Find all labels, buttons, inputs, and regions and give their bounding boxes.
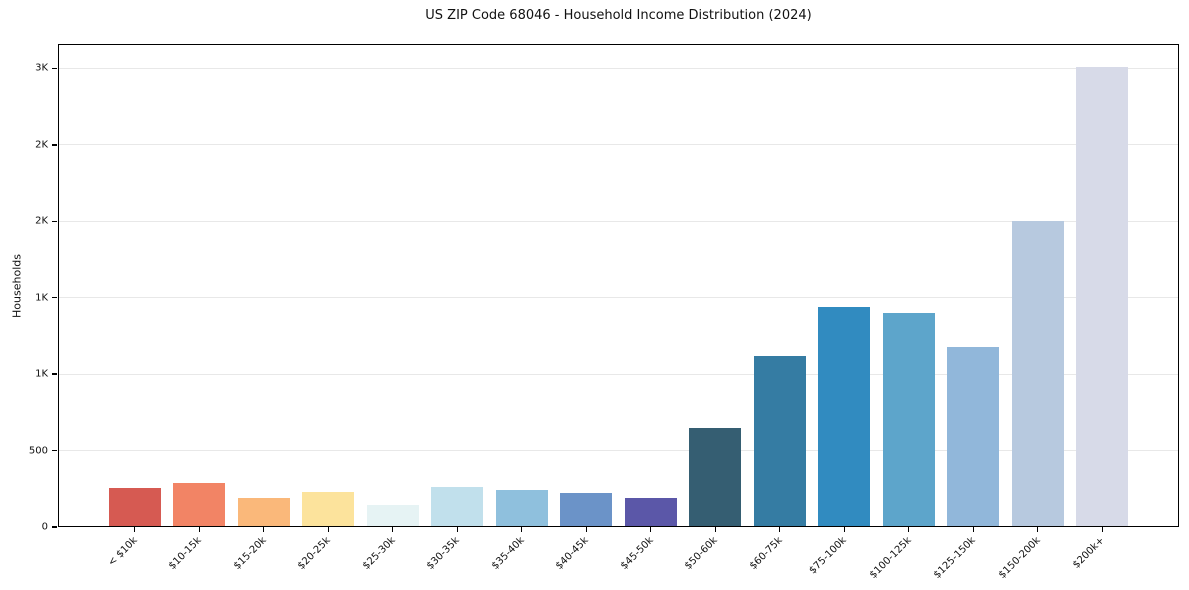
y-tick-label: 2K <box>35 139 48 151</box>
x-tick-mark <box>650 527 652 532</box>
x-tick-mark <box>714 527 716 532</box>
x-tick-mark <box>585 527 587 532</box>
y-tick-label: 500 <box>28 445 48 457</box>
x-tick-mark <box>521 527 523 532</box>
x-tick-mark <box>134 527 136 532</box>
chart-title: US ZIP Code 68046 - Household Income Dis… <box>425 8 812 23</box>
x-tick-mark <box>198 527 200 532</box>
x-tick-mark <box>392 527 394 532</box>
gridline <box>58 67 1179 69</box>
bar-10-15k <box>173 483 226 527</box>
y-tick-mark <box>52 526 57 528</box>
gridline <box>58 220 1179 222</box>
y-tick-label: 3K <box>35 62 48 74</box>
y-tick-mark <box>52 220 57 222</box>
x-tick-mark <box>456 527 458 532</box>
x-tick-mark <box>327 527 329 532</box>
gridline <box>58 144 1179 146</box>
bar-150-200k <box>1011 221 1064 527</box>
x-tick-mark <box>779 527 781 532</box>
x-tick-mark <box>908 527 910 532</box>
y-tick-label: 0 <box>41 521 48 533</box>
gridline <box>58 297 1179 299</box>
y-tick-mark <box>52 144 57 146</box>
x-tick-label: < $10k <box>106 535 140 569</box>
bar-15-20k <box>237 497 290 527</box>
y-tick-label: 1K <box>35 292 48 304</box>
x-tick-mark <box>1037 527 1039 532</box>
x-tick-mark <box>843 527 845 532</box>
bar-100-125k <box>882 313 935 527</box>
y-tick-mark <box>52 67 57 70</box>
y-tick-mark <box>52 373 57 375</box>
x-tick-mark <box>972 527 974 532</box>
bar-30-35k <box>431 487 484 527</box>
plot-area: 0 500 1K 1K 2K 2K 3K < $10k $10-15k $15-20k $20-25… <box>29 44 1179 581</box>
bar-25-30k <box>366 504 419 527</box>
x-tick-mark <box>263 527 265 532</box>
y-tick-label: 1K <box>35 368 48 380</box>
bar-10k <box>108 488 161 527</box>
bar-40-45k <box>560 492 613 527</box>
y-tick-mark <box>52 449 57 452</box>
bar-75-100k <box>818 306 871 527</box>
bar-45-50k <box>624 497 677 527</box>
y-tick-label: 2K <box>35 215 48 227</box>
bar-60-75k <box>753 355 806 527</box>
bar-125-150k <box>947 347 1000 527</box>
plot-border <box>58 44 1179 527</box>
y-axis-label: Households <box>10 254 24 318</box>
bar-20-25k <box>302 491 355 527</box>
bar-35-40k <box>495 489 548 527</box>
bar-50-60k <box>689 428 742 527</box>
gridline <box>58 450 1179 452</box>
x-tick-mark <box>1101 527 1103 532</box>
bar-200k <box>1076 66 1129 527</box>
y-tick-mark <box>52 297 57 299</box>
gridline <box>58 373 1179 375</box>
